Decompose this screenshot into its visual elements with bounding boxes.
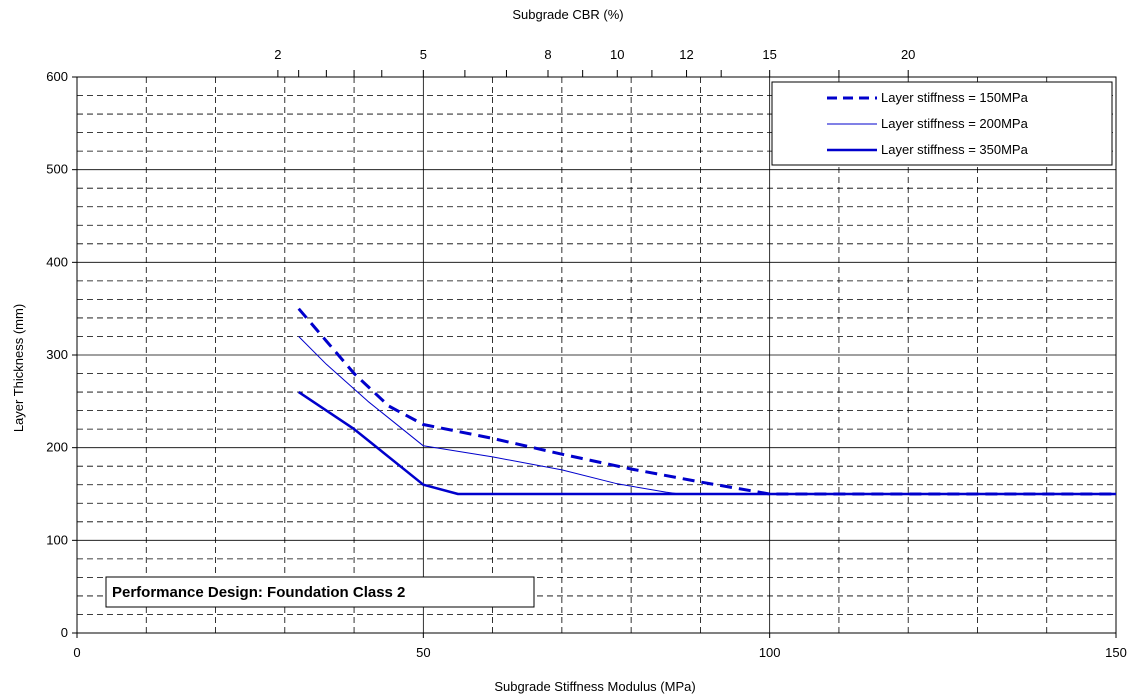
annotation: Performance Design: Foundation Class 2 [105, 576, 535, 608]
series-line-2 [298, 391, 1116, 496]
annotation-text: Performance Design: Foundation Class 2 [112, 584, 405, 601]
y-tick-label: 300 [46, 347, 68, 362]
ticks: 0 100 200 300 400 500 600 0 50 100 150 2 5 8 10 12 15 20 [46, 47, 1127, 660]
y-tick-label: 200 [46, 440, 68, 455]
x2-tick-label: 8 [544, 47, 551, 62]
x2-tick-label: 15 [762, 47, 776, 62]
legend-label-200: Layer stiffness = 200MPa [881, 116, 1029, 131]
x-tick-label: 0 [73, 645, 80, 660]
y-tick-label: 500 [46, 162, 68, 177]
x-tick-label: 50 [416, 645, 430, 660]
x-tick-label: 150 [1105, 645, 1127, 660]
x2-tick-label: 10 [610, 47, 624, 62]
y-axis-title: Layer Thickness (mm) [11, 304, 26, 432]
y-tick-label: 400 [46, 254, 68, 269]
legend-label-350: Layer stiffness = 350MPa [881, 142, 1029, 157]
y-tick-label: 0 [61, 625, 68, 640]
legend-label-150: Layer stiffness = 150MPa [881, 90, 1029, 105]
annotation-box [105, 576, 535, 608]
x2-tick-label: 2 [274, 47, 281, 62]
legend: Layer stiffness = 150MPa Layer stiffness… [771, 81, 1113, 166]
series-line-0 [297, 307, 1116, 496]
series [297, 307, 1116, 496]
y-tick-label: 100 [46, 532, 68, 547]
x2-tick-label: 5 [420, 47, 427, 62]
x2-axis-title: Subgrade CBR (%) [512, 7, 623, 22]
x-tick-label: 100 [759, 645, 781, 660]
y-tick-label: 600 [46, 69, 68, 84]
x2-tick-label: 12 [679, 47, 693, 62]
series-line-1 [298, 336, 1116, 495]
x2-tick-label: 20 [901, 47, 915, 62]
x-axis-title: Subgrade Stiffness Modulus (MPa) [494, 679, 695, 694]
